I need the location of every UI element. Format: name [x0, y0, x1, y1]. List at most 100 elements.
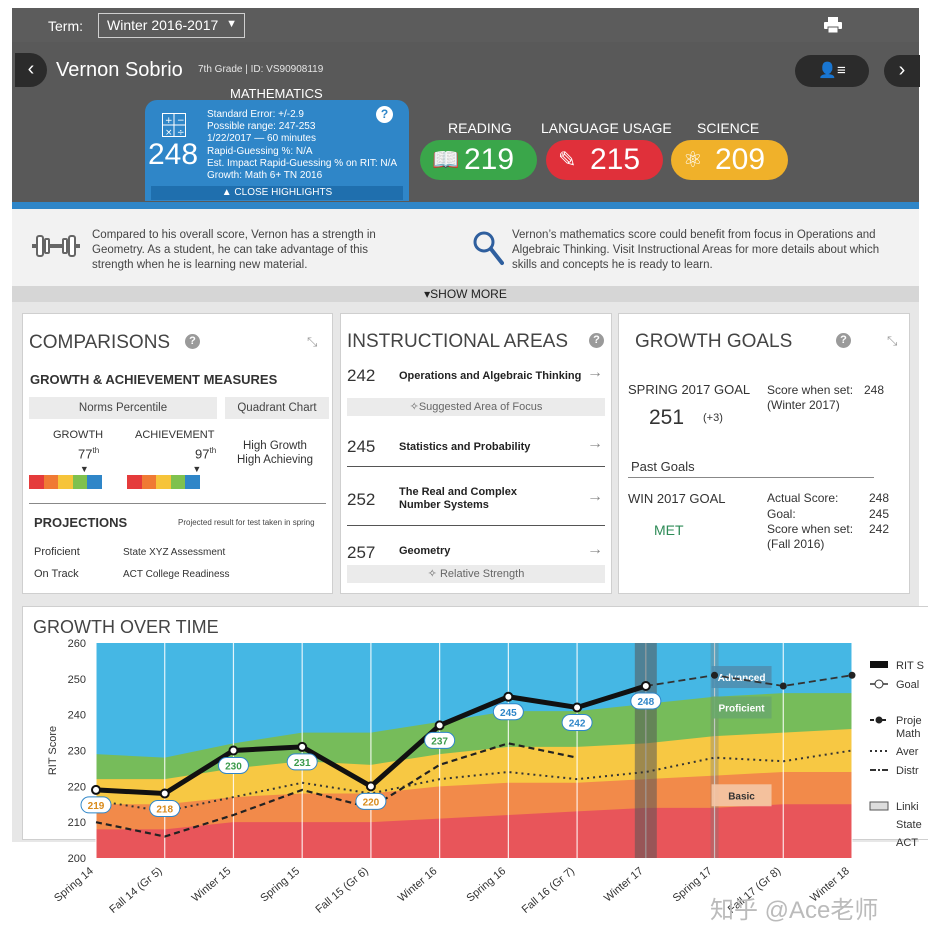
band-label: Basic: [728, 791, 755, 802]
header-stripe: [12, 202, 919, 209]
math-title: MATHEMATICS: [230, 86, 323, 101]
student-list-button[interactable]: 👤≡: [795, 55, 869, 87]
language-usage-score: 215: [590, 143, 641, 176]
percentile-band: [58, 475, 73, 489]
y-tick-label: 220: [68, 781, 86, 793]
previous-student-button[interactable]: ‹: [15, 53, 47, 87]
svg-text:+: +: [165, 116, 173, 126]
proficiency-band: [96, 804, 852, 858]
area-score: 242: [347, 366, 376, 385]
student-meta: 7th Grade | ID: VS90908119: [198, 64, 324, 75]
percentile-band: [185, 475, 200, 489]
growth-percentile-strip: [29, 475, 102, 489]
spring-goal-label: SPRING 2017 GOAL: [628, 382, 751, 397]
rit-data-label: 230: [225, 762, 242, 773]
percentile-band: [43, 475, 58, 489]
legend-label: Math: [896, 728, 920, 740]
x-tick-label: Fall 14 (Gr 5): [107, 865, 164, 916]
tab-norms-percentile[interactable]: Norms Percentile: [29, 397, 217, 419]
spring-goal-value: 251: [649, 406, 685, 429]
area-name: The Real and Complex: [399, 486, 517, 498]
projections-note: Projected result for test taken in sprin…: [178, 518, 315, 527]
help-icon[interactable]: ?: [836, 333, 851, 348]
svg-text:÷: ÷: [177, 128, 185, 137]
term-select-value: Winter 2016-2017: [107, 17, 219, 33]
instructional-area-item[interactable]: 245 Statistics and Probability →: [347, 435, 607, 467]
percentile-band: [170, 475, 185, 489]
science-score-pill[interactable]: ⚛ 209: [671, 140, 788, 180]
growth-percentile: 77th: [78, 446, 99, 461]
student-name: Vernon Sobrio: [56, 59, 183, 81]
projection-assessment: ACT College Readiness: [123, 569, 230, 580]
chevron-down-icon: ▼: [226, 18, 237, 30]
rit-point: [503, 691, 514, 702]
spring-goal-delta: (+3): [703, 412, 723, 424]
growth-marker-icon: ▼: [79, 464, 89, 474]
x-tick-label: Spring 17: [671, 865, 715, 904]
atom-icon: ⚛: [683, 147, 703, 172]
reading-score-pill[interactable]: 📖 219: [420, 140, 537, 180]
svg-text:−: −: [177, 116, 185, 126]
rit-label-bg: [217, 757, 249, 774]
next-student-button[interactable]: ›: [884, 55, 920, 87]
term-label: Term:: [48, 18, 83, 34]
achievement-percentile-value: 97: [195, 446, 210, 462]
rit-point: [640, 681, 651, 691]
percentile-band: [156, 475, 171, 489]
rit-data-label: 245: [500, 708, 517, 719]
achievement-label: ACHIEVEMENT: [135, 429, 215, 441]
percentile-band: [127, 475, 142, 489]
watermark: 知乎 @Ace老师: [710, 897, 879, 924]
goal-point: [711, 671, 719, 679]
current-term-highlight: [634, 643, 657, 858]
tab-quadrant-chart[interactable]: Quadrant Chart: [225, 397, 329, 419]
y-tick-label: 210: [68, 817, 86, 829]
actual-score-label: Actual Score:: [767, 491, 839, 505]
book-icon: 📖: [432, 147, 460, 172]
instructional-area-item[interactable]: 252 The Real and Complex Number Systems …: [347, 486, 607, 522]
rit-point: [159, 788, 170, 799]
arrow-right-icon: →: [587, 364, 603, 381]
score-when-set-label: Score when set:: [767, 383, 854, 397]
close-highlights-button[interactable]: ▲ CLOSE HIGHLIGHTS: [151, 186, 403, 200]
term-select[interactable]: Winter 2016-2017 ▼: [98, 13, 245, 38]
instructional-area-item[interactable]: 242 Operations and Algebraic Thinking →: [347, 364, 607, 396]
arrow-right-icon: →: [587, 541, 603, 558]
math-detail-line: Standard Error: +/-2.9: [207, 109, 304, 120]
legend-label: RIT S: [896, 660, 924, 672]
band-label: Advanced: [718, 673, 766, 684]
legend-swatch-linking: [869, 801, 889, 811]
divider: [29, 503, 326, 504]
math-detail-line: Possible range: 247-253: [207, 121, 316, 133]
focus-text: Vernon’s mathematics score could benefit…: [512, 229, 880, 271]
score-when-set-term: (Winter 2017): [767, 398, 840, 412]
help-icon[interactable]: ?: [376, 106, 393, 123]
rit-data-label: 237: [431, 736, 448, 747]
band-label: Proficient: [718, 704, 765, 715]
expand-icon[interactable]: ⤡: [307, 334, 318, 349]
x-tick-label: Winter 17: [602, 865, 646, 904]
win-goal-label: WIN 2017 GOAL: [628, 491, 726, 506]
pencil-note-icon: ✎: [558, 147, 577, 172]
rit-label-bg: [492, 703, 524, 721]
ordinal-suffix: th: [209, 446, 217, 455]
set-score-value: 242: [869, 522, 890, 536]
score-when-set-value: 248: [864, 383, 885, 397]
help-icon[interactable]: ?: [589, 333, 604, 348]
print-icon[interactable]: [824, 17, 842, 33]
growth-label: GROWTH: [53, 429, 104, 441]
help-icon[interactable]: ?: [185, 334, 200, 349]
x-tick-label: Spring 14: [52, 865, 96, 904]
x-tick-label: Winter 15: [190, 865, 234, 904]
comparisons-title: COMPARISONS: [29, 332, 171, 353]
instructional-areas-panel: INSTRUCTIONAL AREAS ? 242 Operations and…: [340, 313, 612, 594]
percentile-band: [72, 475, 87, 489]
expand-icon[interactable]: ⤡: [887, 333, 898, 348]
x-tick-label: Fall 15 (Gr 6): [313, 865, 370, 916]
language-usage-score-pill[interactable]: ✎ 215: [546, 140, 663, 180]
show-more-button[interactable]: ▾SHOW MORE: [12, 286, 919, 302]
reading-label: READING: [448, 120, 512, 136]
goal-point: [848, 671, 856, 679]
instructional-area-item[interactable]: 257 Geometry →: [347, 541, 607, 567]
